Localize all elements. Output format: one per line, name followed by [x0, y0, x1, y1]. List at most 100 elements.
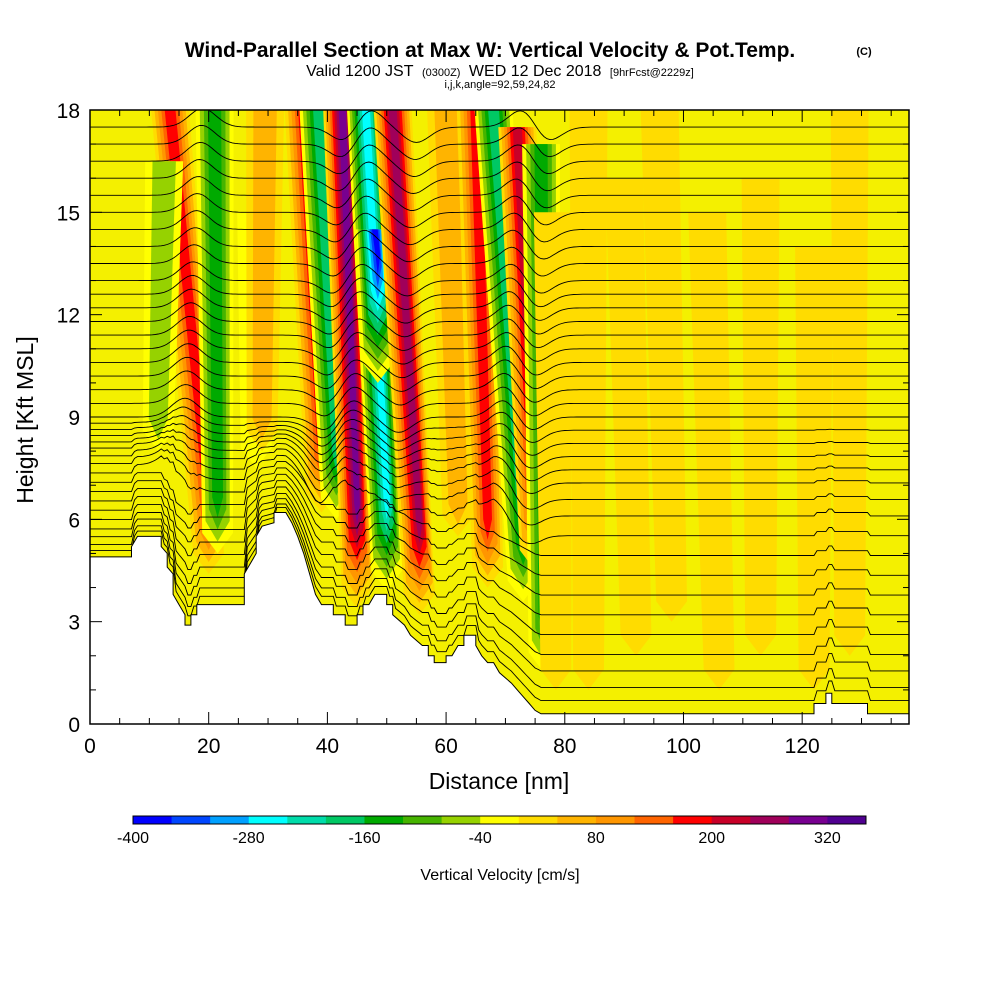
- x-tick-label: 120: [785, 735, 820, 758]
- x-tick-label: 20: [197, 735, 220, 758]
- colorbar-swatch: [325, 816, 365, 824]
- theta-contour: [90, 124, 909, 160]
- theta-contour: [90, 159, 909, 194]
- theta-contour: [90, 422, 909, 469]
- theta-contour: [90, 244, 909, 280]
- theta-contour: [90, 415, 909, 456]
- y-tick-label: 18: [57, 100, 80, 123]
- y-tick-label: 3: [68, 612, 80, 635]
- x-tick-label: 80: [553, 735, 576, 758]
- w-feature: [569, 110, 608, 690]
- subtitle-date: WED 12 Dec 2018: [469, 63, 602, 80]
- w-band: [533, 212, 572, 690]
- theta-contour: [90, 110, 909, 143]
- colorbar-swatch: [403, 816, 443, 824]
- colorbar-swatch: [287, 816, 327, 824]
- colorbar-swatch: [441, 816, 481, 824]
- theta-contour: [90, 461, 909, 556]
- colorbar-swatch: [711, 816, 751, 824]
- w-band: [470, 110, 492, 540]
- theta-contour: [90, 406, 909, 443]
- colorbar-swatch: [788, 816, 828, 824]
- w-feature: [373, 110, 435, 615]
- w-band: [569, 110, 608, 690]
- theta-contour: [90, 467, 909, 576]
- colorbar-tick-label: -160: [348, 830, 380, 847]
- x-tick-label: 0: [84, 735, 96, 758]
- theta-contour: [90, 329, 909, 365]
- w-band: [688, 212, 735, 690]
- w-band: [795, 246, 833, 690]
- y-axis-label: Height [Kft MSL]: [12, 336, 38, 503]
- x-tick-label: 60: [434, 735, 457, 758]
- colorbar-swatch: [634, 816, 674, 824]
- colorbar-swatch: [557, 816, 597, 824]
- colorbar-tick-label: 80: [587, 830, 605, 847]
- subtitle-valid: Valid 1200 JST: [306, 63, 414, 80]
- colorbar-swatch: [171, 816, 211, 824]
- y-tick-label: 0: [68, 714, 80, 737]
- y-tick-label: 6: [68, 509, 80, 532]
- colorbar-tick-label: -280: [233, 830, 265, 847]
- theta-contour: [90, 435, 909, 494]
- colorbar-label: Vertical Velocity [cm/s]: [420, 867, 579, 884]
- colorbar-swatch: [133, 816, 172, 824]
- theta-contour: [90, 503, 909, 688]
- theta-contour: [90, 454, 909, 545]
- theta-contour: [90, 429, 909, 482]
- w-band: [208, 110, 223, 518]
- chart-subtitle: Valid 1200 JST (0300Z) WED 12 Dec 2018 […: [306, 63, 694, 80]
- colorbar-swatch: [750, 816, 790, 824]
- colorbar-tick-label: -400: [117, 830, 149, 847]
- colorbar-frame: [132, 815, 867, 825]
- theta-contour: [90, 442, 909, 510]
- w-feature: [533, 212, 572, 690]
- theta-contour: [90, 288, 909, 324]
- theta-contour: [90, 302, 909, 338]
- w-feature: [688, 212, 735, 690]
- theta-contour: [90, 480, 909, 616]
- theta-contour: [90, 384, 909, 420]
- theta-contour: [90, 261, 909, 297]
- theta-contour: [90, 176, 909, 211]
- theta-contour: [90, 370, 909, 406]
- colorbar-swatch: [518, 816, 558, 824]
- theta-contour: [90, 210, 909, 246]
- colorbar: [132, 815, 867, 825]
- w-feature: [795, 246, 833, 690]
- theta-contour: [90, 498, 909, 672]
- w-feature: [830, 110, 869, 656]
- theta-contour: [90, 193, 909, 229]
- chart-title: Wind-Parallel Section at Max W: Vertical…: [185, 39, 796, 62]
- theta-contour: [90, 343, 909, 379]
- w-band: [148, 161, 176, 440]
- y-tick-label: 15: [57, 202, 80, 225]
- y-axis: 0 3 6 9 12 15 18: [57, 100, 909, 737]
- y-tick-label: 12: [57, 305, 80, 328]
- colorbar-swatch: [480, 816, 520, 824]
- colorbar-swatch: [248, 816, 288, 824]
- x-axis-label: Distance [nm]: [429, 768, 570, 794]
- theta-contour: [90, 227, 909, 263]
- w-band: [252, 110, 277, 440]
- w-band: [830, 110, 869, 656]
- theta-contours: [90, 110, 909, 702]
- colorbar-tick-label: 320: [814, 830, 841, 847]
- colorbar-swatch: [210, 816, 250, 824]
- subtitle-grid-index: i,j,k,angle=92,59,24,82: [444, 79, 555, 91]
- colorbar-swatch: [827, 816, 867, 824]
- x-tick-label: 100: [666, 735, 701, 758]
- theta-contour: [90, 315, 909, 351]
- colorbar-swatch: [364, 816, 404, 824]
- x-tick-label: 40: [316, 735, 339, 758]
- copyright-mark: (C): [856, 46, 872, 58]
- theta-contour: [90, 141, 909, 177]
- w-feature: [640, 110, 687, 622]
- colorbar-tick-label: 200: [698, 830, 725, 847]
- w-band: [388, 110, 423, 544]
- theta-contour: [90, 492, 909, 655]
- theta-contour: [90, 397, 909, 433]
- theta-contour: [90, 486, 909, 636]
- colorbar-tick-labels: -400 -280 -160 -40 80 200 320: [117, 830, 841, 847]
